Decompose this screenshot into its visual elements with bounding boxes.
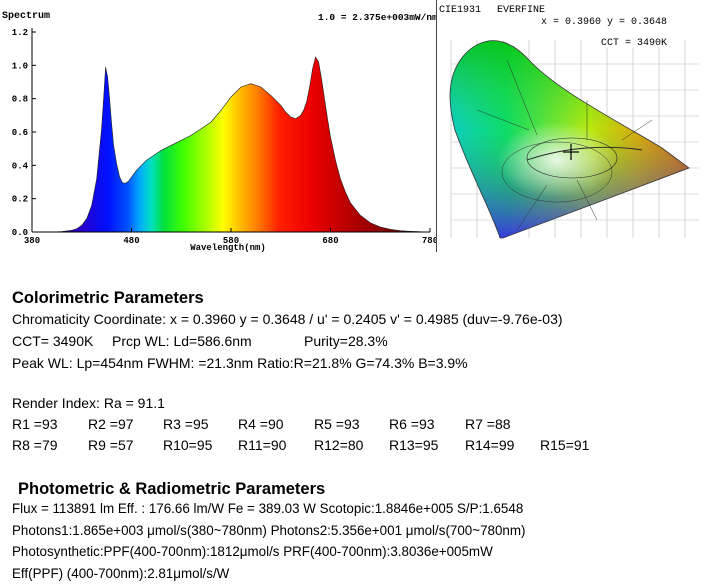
- photosynthetic-line: Photosynthetic:PPF(400-700nm):1812μmol/s…: [12, 544, 493, 559]
- spectrum-x-tick-label: 780: [422, 236, 436, 246]
- chromaticity-line: Chromaticity Coordinate: x = 0.3960 y = …: [12, 311, 563, 327]
- cie-gamut: [450, 40, 689, 238]
- spectrum-y-tick-label: 1.2: [12, 28, 28, 38]
- spectrum-title: Spectrum: [2, 11, 50, 22]
- flux-line: Flux = 113891 lm Eff. : 176.66 lm/W Fe =…: [12, 501, 524, 516]
- ppf-efficiency-line: Eff(PPF) (400-700nm):2.81μmol/s/W: [12, 566, 230, 581]
- spectrum-series-area: [32, 56, 431, 233]
- render-value: R7 =88: [465, 416, 511, 432]
- cie-cct: CCT = 3490K: [601, 38, 667, 49]
- render-value: R13=95: [389, 437, 439, 453]
- spectrum-x-tick-label: 680: [322, 236, 338, 246]
- render-value: R15=91: [540, 437, 590, 453]
- spectrum-y-tick-label: 0.6: [12, 128, 28, 138]
- spectrum-y-tick-label: 0.2: [12, 195, 28, 205]
- planckian-locus: [526, 146, 643, 161]
- render-value: R12=80: [314, 437, 364, 453]
- cie-brand: EVERFINE: [497, 5, 545, 16]
- prcp-wavelength: Prcp WL: Ld=586.6nm: [112, 333, 252, 349]
- cie-region-lines: [476, 59, 653, 231]
- render-value: R6 =93: [389, 416, 435, 432]
- render-value: R5 =93: [314, 416, 360, 432]
- cie1931-diagram-panel: CIE1931 EVERFINE x = 0.3960 y = 0.3648 C…: [436, 0, 715, 252]
- render-value: R10=95: [163, 437, 213, 453]
- cie-spectral-locus: [449, 40, 690, 239]
- spectrum-x-tick-label: 380: [24, 236, 40, 246]
- cie-region-outline-outer: [501, 141, 613, 203]
- spectrum-y-tick-label: 0.0: [12, 228, 28, 238]
- cie-title: CIE1931: [439, 5, 481, 16]
- chromaticity-point-marker: [563, 144, 579, 160]
- spectrum-x-axis-title: Wavelength(nm): [190, 243, 266, 252]
- photons-line: Photons1:1.865e+003 μmol/s(380~780nm) Ph…: [12, 523, 526, 538]
- render-value: R1 =93: [12, 416, 58, 432]
- spectrum-chart: Spectrum 1.0 = 2.375e+003mW/nm 1.2 1.0 0.8…: [2, 11, 438, 253]
- spectrum-x-tick-label: 580: [223, 236, 239, 246]
- spectrum-x-tick-label: 480: [123, 236, 139, 246]
- render-value: R9 =57: [88, 437, 134, 453]
- spectrum-y-tick-label: 0.8: [12, 95, 28, 105]
- spectrum-y-tick-label: 0.4: [12, 161, 29, 171]
- render-index: Render Index: Ra = 91.1: [12, 395, 165, 411]
- spectrum-scale-note: 1.0 = 2.375e+003mW/nm: [318, 12, 436, 23]
- cie-coordinates: x = 0.3960 y = 0.3648: [541, 17, 667, 28]
- render-value: R8 =79: [12, 437, 58, 453]
- render-value: R4 =90: [238, 416, 284, 432]
- render-value: R3 =95: [163, 416, 209, 432]
- cie-coord-background: [535, 14, 713, 27]
- render-value: R14=99: [465, 437, 515, 453]
- cie-cct-background: [597, 34, 677, 48]
- spectrum-chart-panel: Spectrum 1.0 = 2.375e+003mW/nm 1.2 1.0 0.8…: [0, 0, 438, 253]
- colorimetric-heading: Colorimetric Parameters: [12, 289, 204, 307]
- cie1931-diagram: CIE1931 EVERFINE x = 0.3960 y = 0.3648 C…: [439, 5, 713, 239]
- cie-region-outline: [526, 137, 618, 179]
- purity-value: Purity=28.3%: [304, 333, 388, 349]
- spectrum-y-tick-label: 1.0: [12, 61, 28, 71]
- photometric-heading: Photometric & Radiometric Parameters: [18, 480, 326, 498]
- peak-wavelength-line: Peak WL: Lp=454nm FWHM: =21.3nm Ratio:R=…: [12, 355, 468, 371]
- render-value: R2 =97: [88, 416, 134, 432]
- render-value: R11=90: [238, 437, 287, 453]
- cct-value: CCT= 3490K: [12, 333, 94, 349]
